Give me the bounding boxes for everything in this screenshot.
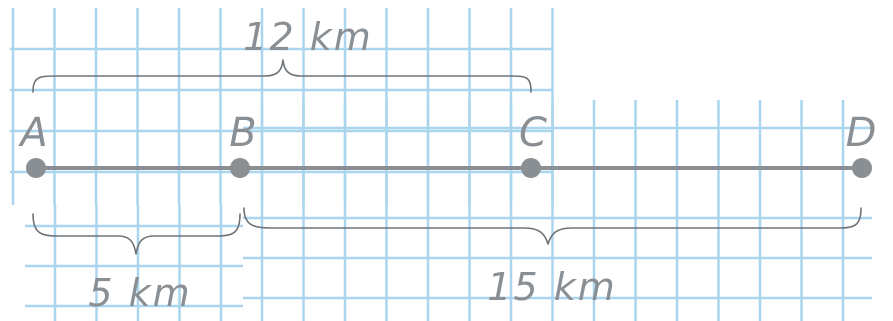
point-c-dot [521,158,541,178]
point-c-label: C [519,110,547,156]
brace-b-d [243,207,862,245]
distance-label-a-b: 5 km [88,271,191,315]
point-a-label: A [17,110,47,156]
distance-label-a-c: 12 km [243,15,372,59]
distance-label-b-d: 15 km [487,265,616,309]
point-d-label: D [846,110,877,156]
brace-a-b [32,213,241,255]
point-b-dot [230,158,250,178]
point-b-label: B [229,110,256,156]
graph-paper-grid [10,8,872,321]
brace-a-c [32,59,532,93]
point-a-dot [26,158,46,178]
point-d-dot [852,158,872,178]
